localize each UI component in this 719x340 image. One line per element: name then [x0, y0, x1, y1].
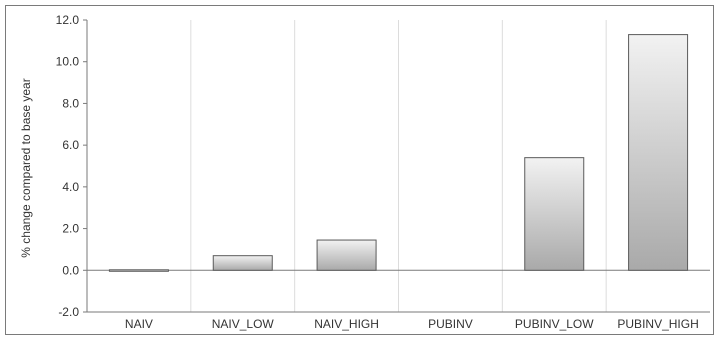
chart-frame — [5, 5, 714, 335]
bar-pubinv-high — [628, 34, 689, 271]
bar-naiv-high — [316, 239, 377, 271]
bars — [108, 34, 689, 272]
bar-naiv — [108, 269, 169, 272]
y-tick-label: 8.0 — [62, 96, 79, 110]
x-tick-label: NAIV — [125, 317, 153, 331]
bar-pubinv-low — [524, 157, 585, 271]
bar-naiv-low — [212, 255, 273, 271]
y-tick-label: 12.0 — [56, 13, 80, 27]
y-tick-label: -2.0 — [58, 305, 79, 319]
x-tick-label: PUBINV_HIGH — [617, 317, 698, 331]
y-tick-label: 6.0 — [62, 138, 79, 152]
x-tick-label: NAIV_LOW — [212, 317, 275, 331]
y-tick-label: 4.0 — [62, 180, 79, 194]
axes — [83, 19, 710, 313]
tick-labels: -2.0 0.0 2.0 4.0 6.0 8.0 10.0 12.0 NAIV NAIV_LOW N… — [56, 13, 699, 331]
y-tick-label: 0.0 — [62, 263, 79, 277]
x-tick-label: PUBINV_LOW — [515, 317, 594, 331]
y-axis-label: % change compared to base year — [19, 78, 33, 257]
y-tick-label: 2.0 — [62, 222, 79, 236]
y-tick-label: 10.0 — [56, 55, 80, 69]
x-tick-label: PUBINV — [428, 317, 473, 331]
grid-lines — [190, 20, 607, 312]
x-tick-label: NAIV_HIGH — [314, 317, 379, 331]
